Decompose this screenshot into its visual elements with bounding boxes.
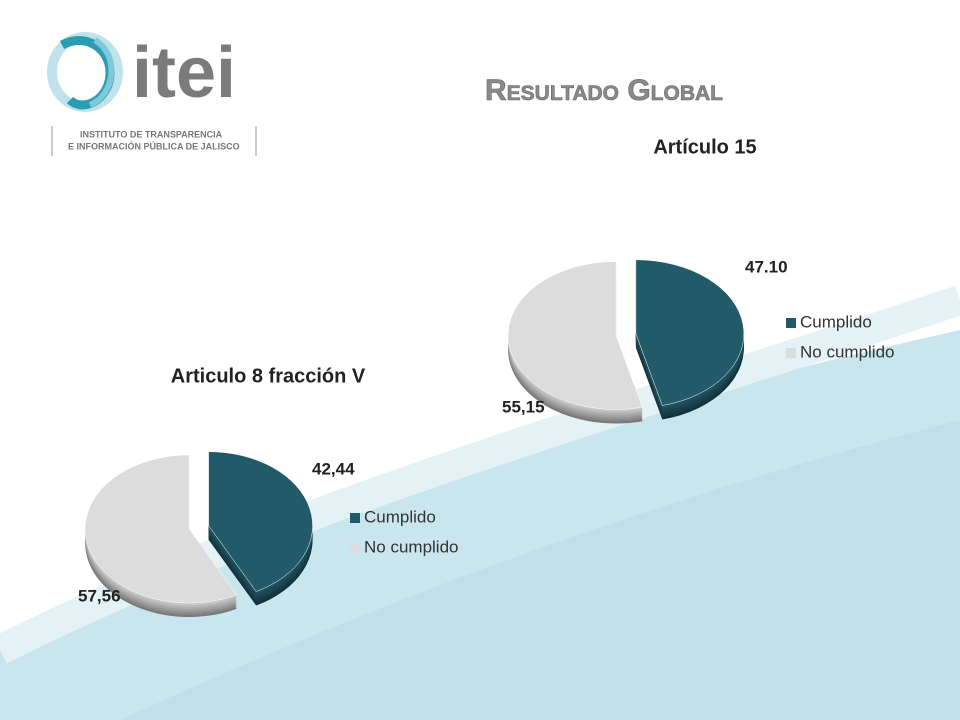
pie-slice — [208, 451, 313, 592]
logo-icon — [47, 32, 123, 112]
chart-title: Artículo 15 — [653, 136, 756, 158]
legend-swatch — [350, 513, 360, 523]
background-wave — [120, 420, 960, 720]
chart-title: Articulo 8 fracción V — [171, 365, 366, 387]
data-label: 57,56 — [78, 586, 121, 605]
data-label: 42,44 — [312, 459, 355, 478]
legend-swatch — [350, 543, 360, 553]
data-label: 55,15 — [502, 397, 545, 416]
legend-label: No cumplido — [800, 342, 895, 361]
slide-title: Resultado Global — [485, 74, 723, 107]
pie-slice — [507, 261, 643, 410]
pie-slice — [84, 454, 238, 604]
institute-name: E INFORMACIÓN PÚBLICA DE JALISCO — [68, 140, 240, 151]
data-label: 47.10 — [745, 257, 788, 276]
pie-slice — [635, 259, 745, 406]
logo-text: itei — [132, 33, 236, 113]
legend-label: No cumplido — [364, 537, 459, 556]
legend-swatch — [786, 348, 796, 358]
legend-label: Cumplido — [364, 507, 436, 526]
institute-name: INSTITUTO DE TRANSPARENCIA — [80, 129, 223, 139]
legend-swatch — [786, 318, 796, 328]
legend-label: Cumplido — [800, 312, 872, 331]
